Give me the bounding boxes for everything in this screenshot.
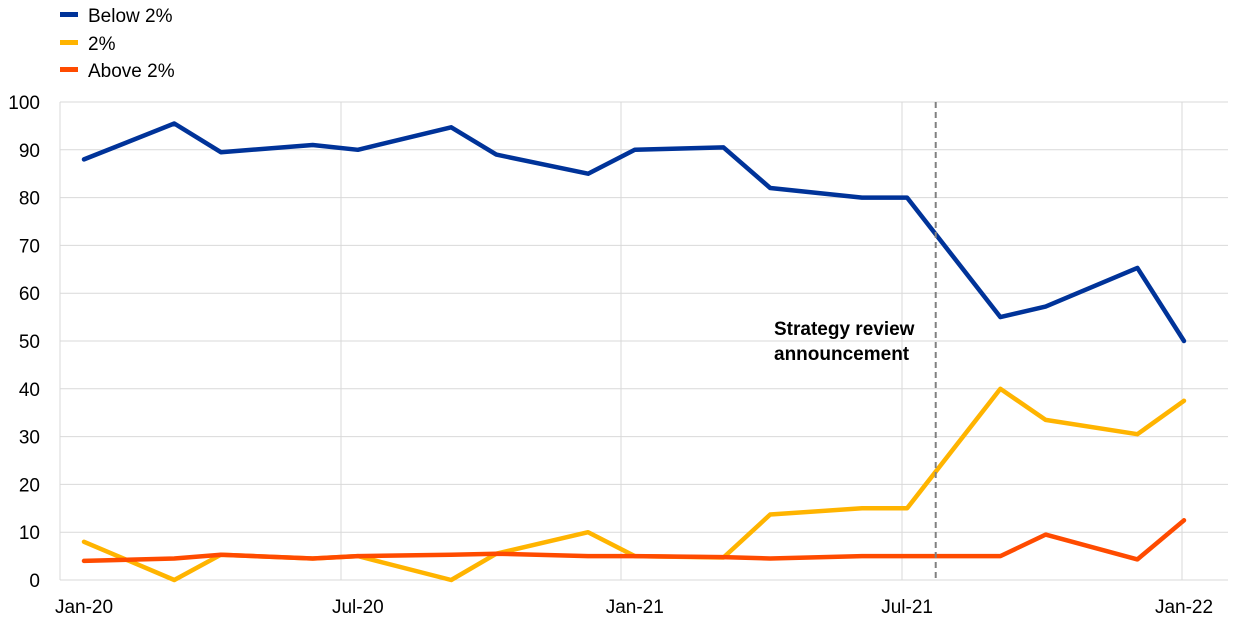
y-tick-label: 60 — [19, 284, 40, 305]
y-tick-label: 30 — [19, 428, 40, 449]
grid — [59, 101, 1228, 581]
legend: Below 2% 2% Above 2% — [60, 6, 175, 82]
x-tick-label: Jul-21 — [881, 597, 933, 618]
y-tick-label: 20 — [19, 475, 40, 496]
legend-item-above: Above 2% — [60, 61, 175, 82]
y-tick-label: 40 — [19, 380, 40, 401]
y-tick-label: 0 — [29, 571, 40, 592]
series-below-2pct-line — [81, 121, 1187, 344]
axes: 0 10 20 30 40 50 60 70 80 90 100 Jan-20 Jul-20 Jan-21… — [8, 93, 1228, 618]
annotation-group: Strategy review announcement — [774, 102, 937, 580]
legend-item-below: Below 2% — [60, 6, 173, 27]
x-tick-label: Jan-22 — [1155, 597, 1213, 618]
x-tick-label: Jul-20 — [332, 597, 384, 618]
series-above-2pct-line — [81, 518, 1187, 564]
legend-label-above: Above 2% — [88, 61, 175, 82]
annotation-line-1: Strategy review — [774, 319, 915, 340]
x-tick-label: Jan-20 — [55, 597, 113, 618]
y-tick-label: 80 — [19, 189, 40, 210]
legend-swatch-below — [60, 12, 78, 17]
legend-swatch-above — [60, 67, 78, 72]
y-tick-label: 10 — [19, 523, 40, 544]
y-tick-label: 50 — [19, 332, 40, 353]
legend-label-below: Below 2% — [88, 6, 173, 27]
y-tick-label: 70 — [19, 236, 40, 257]
series-group — [81, 121, 1187, 583]
legend-item-at: 2% — [60, 34, 116, 55]
annotation-line-2: announcement — [774, 344, 910, 365]
legend-label-at: 2% — [88, 34, 116, 55]
y-tick-label: 90 — [19, 141, 40, 162]
x-tick-label: Jan-21 — [606, 597, 664, 618]
legend-swatch-at — [60, 40, 78, 45]
y-tick-label: 100 — [8, 93, 40, 114]
